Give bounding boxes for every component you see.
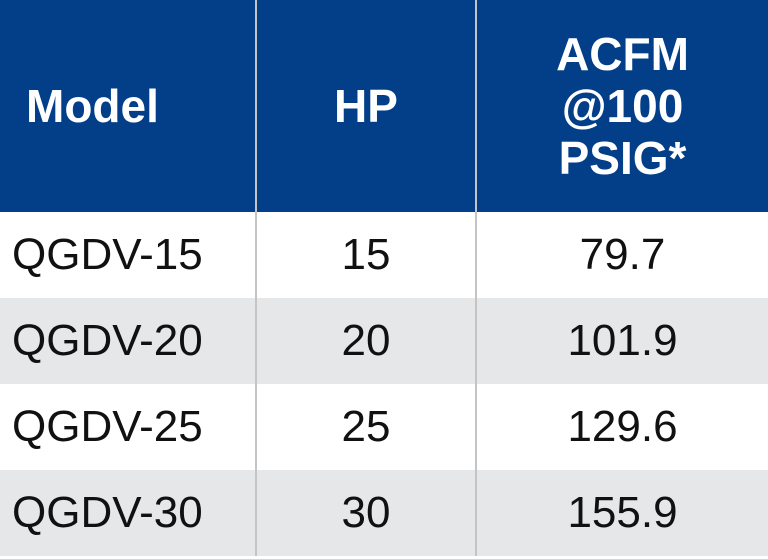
header-row: Model HP ACFM @100 PSIG* — [0, 0, 768, 212]
table-cell: 30 — [255, 470, 476, 556]
table-cell: 25 — [255, 384, 476, 470]
table-cell: QGDV-30 — [0, 470, 256, 556]
table-cell: QGDV-15 — [12, 230, 203, 279]
table-cell: 15 — [255, 212, 476, 298]
table-cell: 79.7 — [475, 212, 768, 298]
table-row: QGDV-20 20 101.9 — [0, 298, 768, 384]
table-body: QGDV-15 15 79.7 QGDV-20 20 101.9 QGDV-25 25 129.… — [0, 212, 768, 556]
header-cell: ACFM @100 PSIG* — [475, 0, 768, 212]
table-cell: 101.9 — [475, 298, 768, 384]
table-cell: QGDV-25 — [12, 402, 203, 451]
table-row: QGDV-15 15 79.7 — [0, 212, 768, 298]
header-cell: Model — [0, 0, 256, 212]
header-cell: HP — [255, 0, 476, 212]
table-cell: QGDV-20 — [0, 298, 256, 384]
table-cell: 20 — [255, 298, 476, 384]
table-cell: 129.6 — [475, 384, 768, 470]
table-row: QGDV-25 25 129.6 — [0, 384, 768, 470]
table-cell: 155.9 — [475, 470, 768, 556]
table-row: QGDV-30 30 155.9 — [0, 470, 768, 556]
